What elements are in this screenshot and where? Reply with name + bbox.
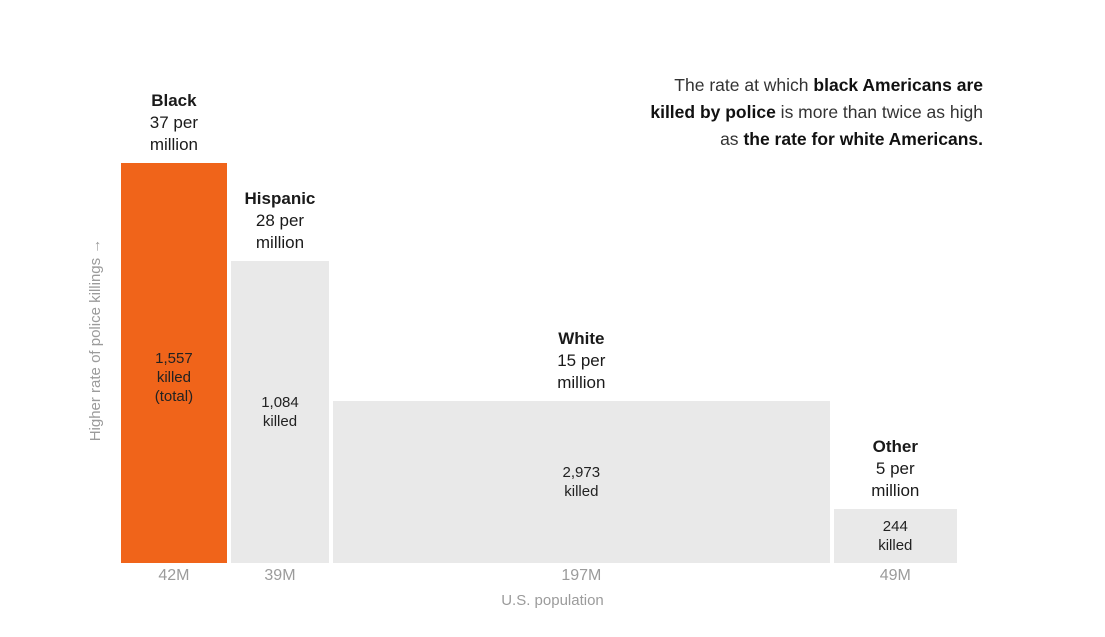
killed-label-line: killed [564,483,599,500]
rate-label-line: 5 per [875,459,915,478]
killed-label-line: killed [262,412,298,430]
bar-label-other: Other 5 per million [805,436,985,502]
bar-hispanic [230,260,330,563]
x-axis-label: U.S. population [501,592,604,609]
category-name: Other [872,437,918,456]
rate-label-line: 15 per [557,351,606,370]
bar-other [833,509,958,563]
killed-label-white: 2,973 killed [521,463,641,501]
rate-label-line: million [871,481,920,500]
killed-label-line: 1,557 [155,349,193,367]
killed-label-hispanic: 1,084 killed [220,393,340,431]
killed-label-line: 2,973 [562,464,601,481]
bar-label-white: White 15 per million [491,328,671,394]
rate-label-line: million [149,135,198,155]
killed-label-other: 244 killed [835,517,955,555]
population-label-hispanic: 39M [264,567,296,584]
category-name: Black [151,91,197,111]
bar-white [333,401,830,563]
annotation: The rate at which black Americans are kil… [650,72,983,153]
bar-label-hispanic: Hispanic 28 per million [190,188,370,254]
annotation-line: as the rate for white Americans. [720,129,983,149]
population-label-other: 49M [879,567,911,584]
annotation-line: The rate at which black Americans are [674,75,983,95]
category-name: Hispanic [244,188,316,208]
killed-label-line: 1,084 [261,393,299,411]
category-name: White [558,329,605,348]
bar-label-black: Black 37 per million [84,90,264,156]
annotation-line: killed by police is more than twice as h… [650,102,983,122]
population-label-black: 42M [158,567,190,584]
rate-label-line: million [557,373,606,392]
rate-label-line: 28 per [255,210,305,230]
killed-label-line: killed [156,368,191,386]
rate-label-line: million [255,232,305,252]
killed-label-black: 1,557 killed (total) [114,349,234,406]
bar-black [121,163,227,563]
killed-label-line: killed [878,537,913,554]
population-label-white: 197M [561,567,602,584]
rate-label-line: 37 per [149,113,198,133]
killed-label-line: 244 [882,518,908,535]
killed-label-line: (total) [154,387,194,405]
